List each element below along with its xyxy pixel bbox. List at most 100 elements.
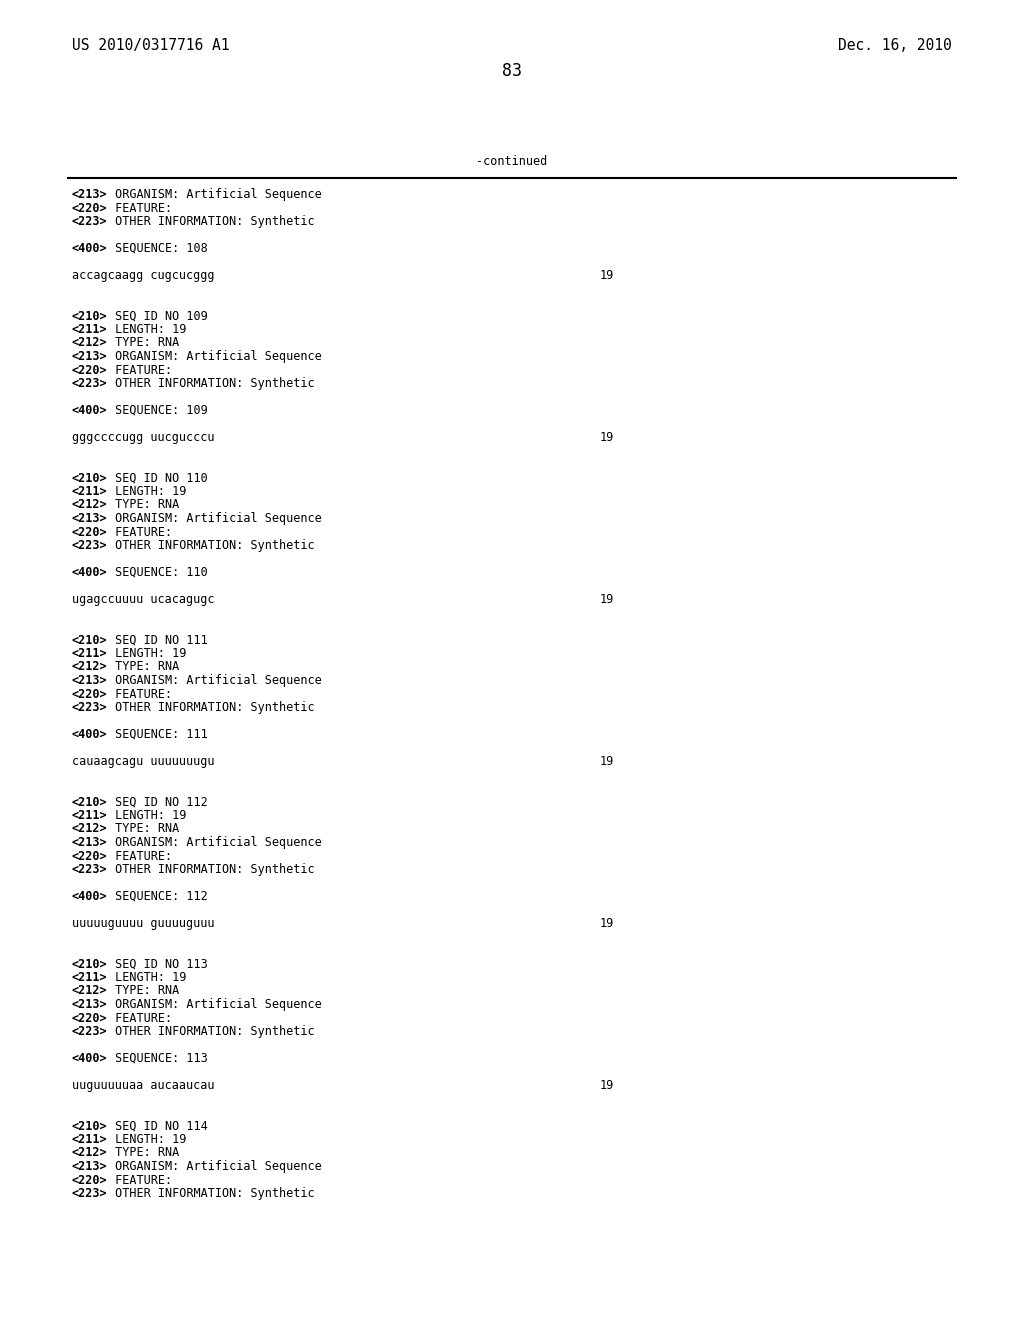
Text: SEQUENCE: 110: SEQUENCE: 110 — [108, 566, 208, 579]
Text: TYPE: RNA: TYPE: RNA — [108, 499, 179, 511]
Text: <212>: <212> — [72, 337, 108, 350]
Text: <212>: <212> — [72, 822, 108, 836]
Text: accagcaagg cugcucggg: accagcaagg cugcucggg — [72, 269, 214, 282]
Text: SEQ ID NO 111: SEQ ID NO 111 — [108, 634, 208, 647]
Text: LENGTH: 19: LENGTH: 19 — [108, 1133, 186, 1146]
Text: LENGTH: 19: LENGTH: 19 — [108, 323, 186, 337]
Text: TYPE: RNA: TYPE: RNA — [108, 822, 179, 836]
Text: ORGANISM: Artificial Sequence: ORGANISM: Artificial Sequence — [108, 675, 322, 686]
Text: <213>: <213> — [72, 998, 108, 1011]
Text: OTHER INFORMATION: Synthetic: OTHER INFORMATION: Synthetic — [108, 215, 314, 228]
Text: ugagccuuuu ucacagugc: ugagccuuuu ucacagugc — [72, 593, 214, 606]
Text: ORGANISM: Artificial Sequence: ORGANISM: Artificial Sequence — [108, 512, 322, 525]
Text: <213>: <213> — [72, 350, 108, 363]
Text: <212>: <212> — [72, 499, 108, 511]
Text: 19: 19 — [600, 432, 614, 444]
Text: SEQ ID NO 112: SEQ ID NO 112 — [108, 796, 208, 808]
Text: <400>: <400> — [72, 242, 108, 255]
Text: SEQUENCE: 108: SEQUENCE: 108 — [108, 242, 208, 255]
Text: FEATURE:: FEATURE: — [108, 1011, 172, 1024]
Text: <211>: <211> — [72, 809, 108, 822]
Text: SEQ ID NO 110: SEQ ID NO 110 — [108, 471, 208, 484]
Text: ORGANISM: Artificial Sequence: ORGANISM: Artificial Sequence — [108, 187, 322, 201]
Text: <220>: <220> — [72, 1173, 108, 1187]
Text: 19: 19 — [600, 593, 614, 606]
Text: <213>: <213> — [72, 1160, 108, 1173]
Text: <223>: <223> — [72, 215, 108, 228]
Text: FEATURE:: FEATURE: — [108, 850, 172, 862]
Text: <220>: <220> — [72, 688, 108, 701]
Text: <210>: <210> — [72, 634, 108, 647]
Text: <220>: <220> — [72, 525, 108, 539]
Text: OTHER INFORMATION: Synthetic: OTHER INFORMATION: Synthetic — [108, 863, 314, 876]
Text: Dec. 16, 2010: Dec. 16, 2010 — [839, 38, 952, 53]
Text: 19: 19 — [600, 917, 614, 931]
Text: FEATURE:: FEATURE: — [108, 1173, 172, 1187]
Text: <211>: <211> — [72, 972, 108, 983]
Text: uuuuuguuuu guuuuguuu: uuuuuguuuu guuuuguuu — [72, 917, 214, 931]
Text: 19: 19 — [600, 269, 614, 282]
Text: ORGANISM: Artificial Sequence: ORGANISM: Artificial Sequence — [108, 350, 322, 363]
Text: SEQ ID NO 109: SEQ ID NO 109 — [108, 309, 208, 322]
Text: ORGANISM: Artificial Sequence: ORGANISM: Artificial Sequence — [108, 836, 322, 849]
Text: <223>: <223> — [72, 1026, 108, 1038]
Text: <223>: <223> — [72, 378, 108, 389]
Text: TYPE: RNA: TYPE: RNA — [108, 1147, 179, 1159]
Text: FEATURE:: FEATURE: — [108, 363, 172, 376]
Text: 19: 19 — [600, 1078, 614, 1092]
Text: <220>: <220> — [72, 850, 108, 862]
Text: TYPE: RNA: TYPE: RNA — [108, 337, 179, 350]
Text: <400>: <400> — [72, 1052, 108, 1065]
Text: <212>: <212> — [72, 660, 108, 673]
Text: -continued: -continued — [476, 154, 548, 168]
Text: cauaagcagu uuuuuuugu: cauaagcagu uuuuuuugu — [72, 755, 214, 768]
Text: <220>: <220> — [72, 363, 108, 376]
Text: gggccccugg uucgucccu: gggccccugg uucgucccu — [72, 432, 214, 444]
Text: <210>: <210> — [72, 471, 108, 484]
Text: ORGANISM: Artificial Sequence: ORGANISM: Artificial Sequence — [108, 1160, 322, 1173]
Text: <212>: <212> — [72, 985, 108, 998]
Text: <223>: <223> — [72, 1187, 108, 1200]
Text: US 2010/0317716 A1: US 2010/0317716 A1 — [72, 38, 229, 53]
Text: OTHER INFORMATION: Synthetic: OTHER INFORMATION: Synthetic — [108, 701, 314, 714]
Text: <213>: <213> — [72, 512, 108, 525]
Text: <213>: <213> — [72, 187, 108, 201]
Text: SEQUENCE: 112: SEQUENCE: 112 — [108, 890, 208, 903]
Text: OTHER INFORMATION: Synthetic: OTHER INFORMATION: Synthetic — [108, 539, 314, 552]
Text: SEQUENCE: 109: SEQUENCE: 109 — [108, 404, 208, 417]
Text: <223>: <223> — [72, 863, 108, 876]
Text: <213>: <213> — [72, 675, 108, 686]
Text: <211>: <211> — [72, 484, 108, 498]
Text: <213>: <213> — [72, 836, 108, 849]
Text: <210>: <210> — [72, 796, 108, 808]
Text: SEQ ID NO 113: SEQ ID NO 113 — [108, 957, 208, 970]
Text: <211>: <211> — [72, 323, 108, 337]
Text: <220>: <220> — [72, 1011, 108, 1024]
Text: TYPE: RNA: TYPE: RNA — [108, 985, 179, 998]
Text: SEQ ID NO 114: SEQ ID NO 114 — [108, 1119, 208, 1133]
Text: LENGTH: 19: LENGTH: 19 — [108, 809, 186, 822]
Text: OTHER INFORMATION: Synthetic: OTHER INFORMATION: Synthetic — [108, 378, 314, 389]
Text: LENGTH: 19: LENGTH: 19 — [108, 647, 186, 660]
Text: LENGTH: 19: LENGTH: 19 — [108, 484, 186, 498]
Text: <400>: <400> — [72, 729, 108, 741]
Text: <223>: <223> — [72, 701, 108, 714]
Text: 83: 83 — [502, 62, 522, 81]
Text: TYPE: RNA: TYPE: RNA — [108, 660, 179, 673]
Text: FEATURE:: FEATURE: — [108, 202, 172, 214]
Text: OTHER INFORMATION: Synthetic: OTHER INFORMATION: Synthetic — [108, 1026, 314, 1038]
Text: <210>: <210> — [72, 309, 108, 322]
Text: <210>: <210> — [72, 957, 108, 970]
Text: <212>: <212> — [72, 1147, 108, 1159]
Text: FEATURE:: FEATURE: — [108, 688, 172, 701]
Text: 19: 19 — [600, 755, 614, 768]
Text: <400>: <400> — [72, 404, 108, 417]
Text: <211>: <211> — [72, 647, 108, 660]
Text: <400>: <400> — [72, 890, 108, 903]
Text: FEATURE:: FEATURE: — [108, 525, 172, 539]
Text: <400>: <400> — [72, 566, 108, 579]
Text: SEQUENCE: 113: SEQUENCE: 113 — [108, 1052, 208, 1065]
Text: ORGANISM: Artificial Sequence: ORGANISM: Artificial Sequence — [108, 998, 322, 1011]
Text: LENGTH: 19: LENGTH: 19 — [108, 972, 186, 983]
Text: <223>: <223> — [72, 539, 108, 552]
